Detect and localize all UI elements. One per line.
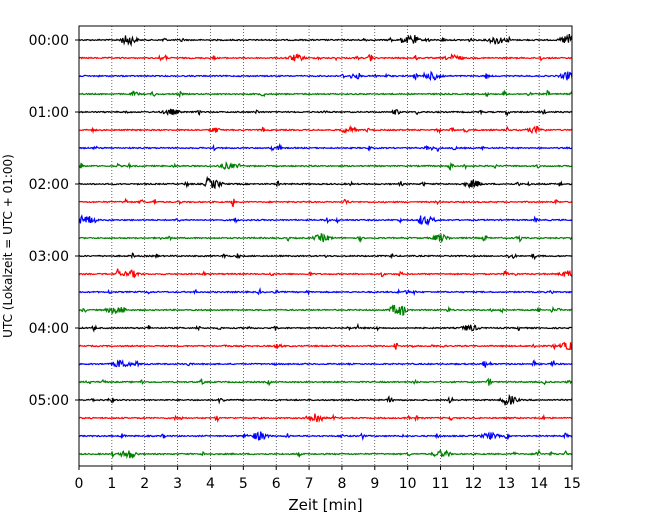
x-tick-label: 0 <box>75 476 84 492</box>
x-tick-label: 14 <box>530 476 548 492</box>
seismic-trace <box>78 197 573 207</box>
y-tick-label: 01:00 <box>29 105 69 121</box>
seismic-trace <box>78 53 573 62</box>
x-tick-label: 7 <box>305 476 314 492</box>
seismic-trace <box>78 413 573 423</box>
seismic-trace <box>78 393 573 406</box>
x-tick-label: 4 <box>206 476 215 492</box>
x-tick-label: 12 <box>464 476 482 492</box>
y-axis-label: UTC (Lokalzeit = UTC + 01:00) <box>1 154 15 338</box>
x-tick-label: 6 <box>272 476 281 492</box>
x-tick-label: 10 <box>399 476 417 492</box>
x-tick-label: 3 <box>173 476 182 492</box>
seismic-trace <box>78 341 573 351</box>
x-tick-label: 2 <box>140 476 149 492</box>
seismic-trace <box>78 142 573 152</box>
seismic-trace <box>78 377 573 387</box>
seismic-trace <box>78 252 573 261</box>
x-tick-label: 1 <box>107 476 116 492</box>
seismic-trace <box>78 70 573 82</box>
x-tick-label: 15 <box>563 476 581 492</box>
y-tick-label: 04:00 <box>29 321 69 337</box>
seismic-trace <box>78 448 573 460</box>
seismic-trace <box>78 33 573 47</box>
x-tick-label: 5 <box>239 476 248 492</box>
x-tick-label: 9 <box>370 476 379 492</box>
seismic-trace <box>78 214 573 226</box>
plot-frame <box>78 25 573 467</box>
seismic-trace <box>78 287 573 297</box>
seismic-trace <box>78 124 573 135</box>
x-tick-label: 13 <box>497 476 515 492</box>
grid-lines <box>111 26 540 466</box>
seismic-trace <box>78 304 573 316</box>
seismic-trace <box>78 358 573 368</box>
seismic-trace <box>78 322 573 333</box>
seismic-trace <box>78 175 573 190</box>
seismic-trace <box>78 108 573 116</box>
x-tick-label: 8 <box>337 476 346 492</box>
x-axis: 0 1 2 3 4 5 6 7 8 9 10 11 12 13 14 15 <box>75 466 581 492</box>
x-tick-label: 11 <box>432 476 450 492</box>
y-tick-label: 03:00 <box>29 249 69 265</box>
y-tick-label: 00:00 <box>29 33 69 49</box>
seismic-trace <box>78 160 572 171</box>
y-axis: 00:00 01:00 02:00 03:00 04:00 05:00 <box>29 33 79 409</box>
seismic-trace <box>78 431 573 441</box>
seismic-trace <box>78 232 573 244</box>
y-tick-label: 02:00 <box>29 177 69 193</box>
trace-group <box>78 33 573 460</box>
seismic-trace <box>78 89 573 99</box>
seismic-trace <box>78 268 573 279</box>
x-axis-label: Zeit [min] <box>288 496 362 514</box>
y-tick-label: 05:00 <box>29 393 69 409</box>
